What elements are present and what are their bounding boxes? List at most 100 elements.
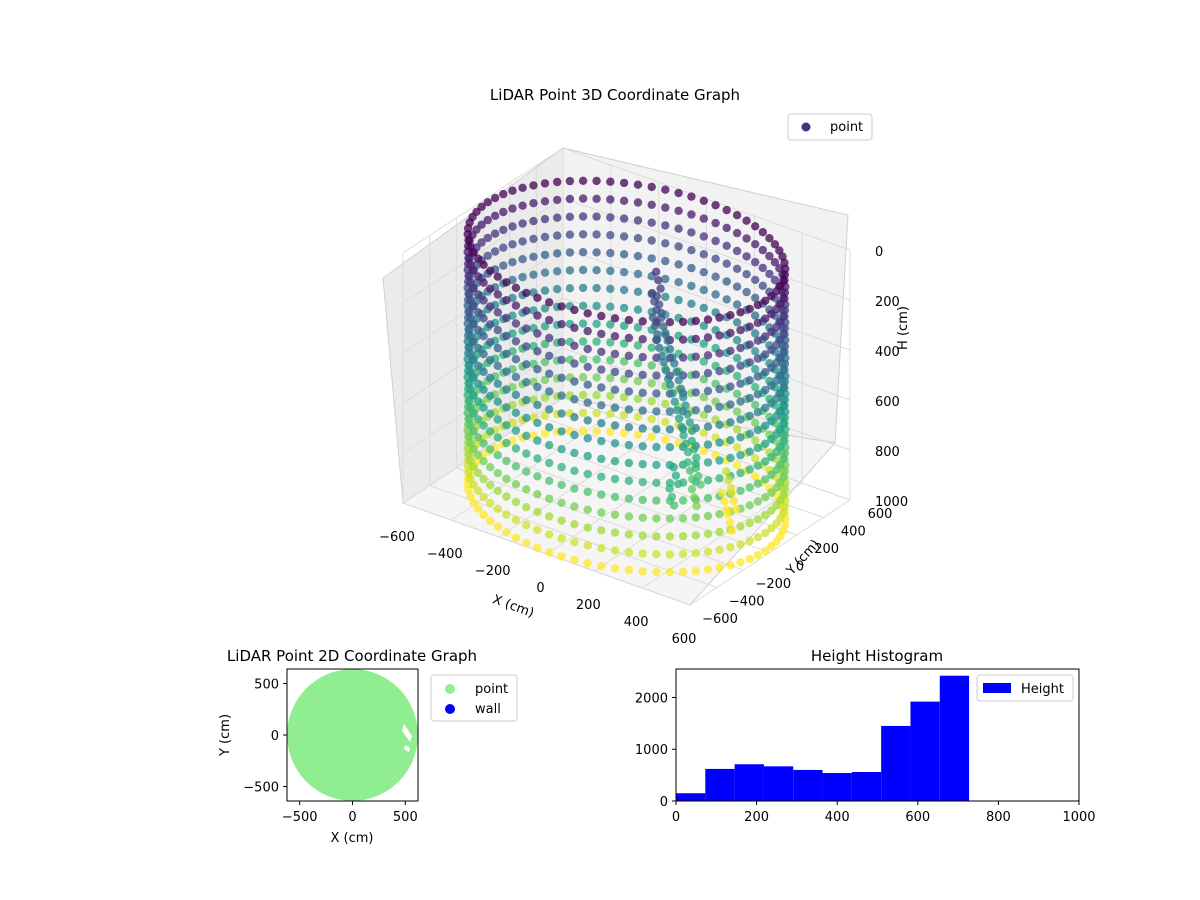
cloud-point [678,532,688,541]
cloud-point [540,286,550,295]
data-point [722,467,731,476]
data-point [652,291,662,301]
cloud-point [758,228,767,237]
cloud-point [578,319,588,328]
cloud-point [578,176,588,185]
cloud-point [619,285,629,295]
cloud-point [540,322,550,331]
cloud-point [522,342,531,351]
cloud-point [619,214,629,223]
data-point [672,405,682,415]
cloud-point [592,230,601,239]
cloud-point [592,408,601,418]
x-tick-label-hist: 200 [744,810,769,825]
cloud-point [691,316,700,326]
cloud-point [726,453,735,463]
cloud-point [687,299,696,308]
cloud-point [473,397,483,406]
cloud-point [486,320,495,329]
data-point [690,493,699,502]
cloud-point [469,462,478,471]
cloud-point [592,176,601,186]
cloud-point [499,189,508,199]
cloud-point [557,445,566,454]
data-point [727,526,737,535]
cloud-point [610,314,620,323]
y-tick-3d: 600 [868,507,893,522]
cloud-point [674,278,683,287]
cloud-point [493,361,502,371]
back-grid-h [562,247,851,351]
cloud-point [529,270,538,279]
cloud-point [553,249,562,258]
cloud-point [529,252,538,261]
cloud-point [545,315,554,325]
cloud-point [761,332,770,341]
cloud-point [638,424,647,433]
back-grid-h [562,297,851,401]
cloud-point [479,492,488,502]
cloud-point [722,259,731,268]
cloud-point [633,394,643,404]
cloud-point [765,234,774,243]
cloud-point [502,456,511,466]
cloud-point [545,458,554,468]
cloud-point [610,457,620,466]
cloud-point [691,548,700,558]
cloud-point [767,452,776,462]
cloud-point [522,378,531,387]
cloud-point [479,278,488,287]
cloud-point [522,306,531,315]
chart-2d-title: LiDAR Point 2D Coordinate Graph [227,647,477,665]
cloud-point [540,179,550,188]
cloud-point [466,260,475,269]
cloud-point [483,215,492,225]
cloud-point [553,177,562,187]
data-point [729,496,738,506]
cloud-point [745,322,754,331]
cloud-point [597,526,606,535]
cloud-point [711,201,720,210]
cloud-point [565,266,575,275]
cloud-point [610,421,620,430]
cloud-point [647,432,656,442]
cloud-point [592,212,601,221]
cloud-point [493,290,502,299]
cloud-point [691,352,700,361]
cloud-point [715,313,724,322]
cloud-point [633,341,643,350]
cloud-point [624,351,634,360]
cloud-point [703,458,713,467]
cloud-point [767,345,776,354]
cloud-point [466,420,475,430]
x-tick-3d: 0 [536,581,544,596]
y-tick-label-2d: 0 [271,729,279,744]
cloud-point [522,503,531,512]
cloud-point [610,564,620,573]
cloud-point [533,347,542,356]
cloud-point [499,261,508,270]
cloud-point [745,411,754,421]
cloud-point [761,546,770,555]
cloud-point [745,554,754,564]
histogram-bar [822,773,852,801]
cloud-point [647,200,656,209]
cloud-point [518,219,527,228]
legend-3d: point [787,113,873,141]
cloud-point [583,416,592,425]
x-tick-label-2d: 0 [348,810,356,825]
histogram-bar [793,769,823,801]
cloud-point [466,349,475,358]
cloud-point [736,343,745,353]
cloud-point [533,382,542,392]
cloud-point [753,443,763,453]
cloud-point [583,451,592,461]
cloud-point [570,377,579,386]
cloud-point [469,266,478,275]
cloud-point [699,321,708,330]
cloud-point [522,431,531,440]
cloud-point [606,177,615,186]
cloud-point [624,333,634,343]
cloud-point [652,407,661,416]
cloud-point [597,561,606,571]
